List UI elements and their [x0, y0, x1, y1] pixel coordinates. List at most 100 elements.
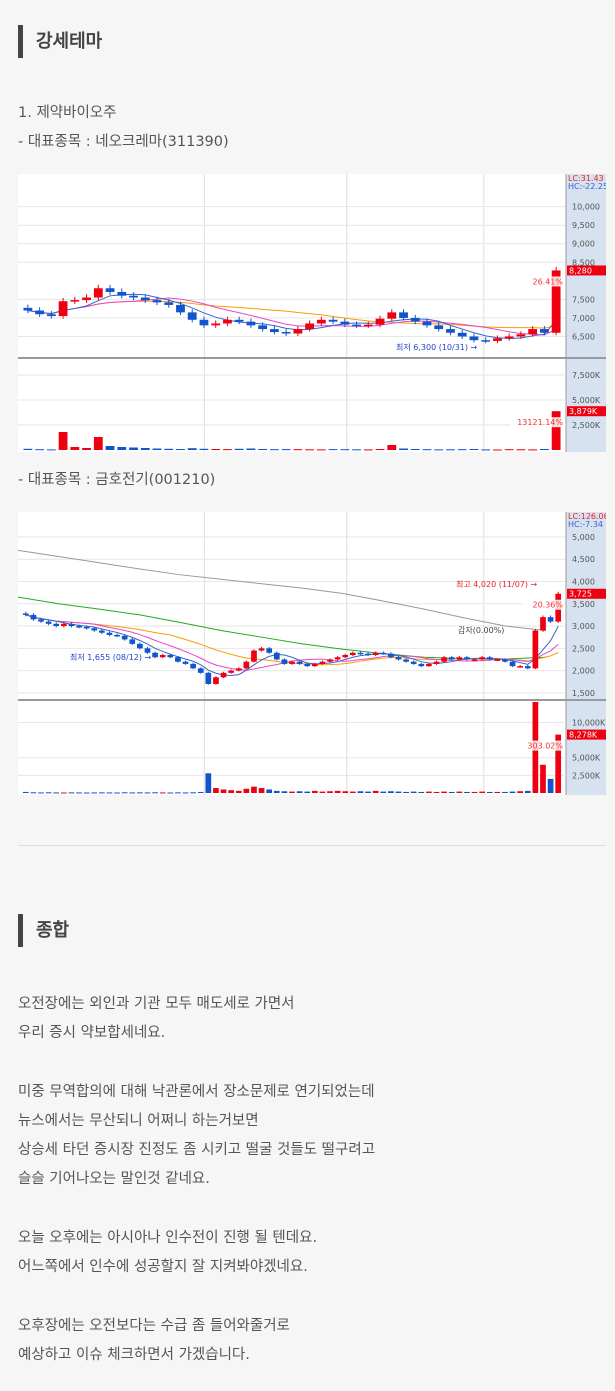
candle	[246, 321, 256, 326]
volume-bar	[91, 792, 98, 794]
high-annotation: 최고 4,020 (11/07) →	[456, 579, 538, 589]
ma10-line	[27, 297, 557, 336]
candle	[70, 300, 80, 302]
volume-bar	[70, 447, 80, 450]
volume-bar	[434, 449, 444, 451]
candle	[235, 668, 242, 671]
change-percent: 20.36%	[532, 601, 563, 610]
candle	[305, 323, 315, 330]
volume-note-bg	[510, 417, 564, 428]
volume-bar	[235, 790, 242, 793]
stock-chart-2: 5,000 4,500 4,000 3,500 3,000 2,500 2,000 1,500…	[18, 512, 606, 795]
lc-label: LC:126.06	[568, 512, 606, 521]
candle	[434, 325, 444, 330]
axis-panel	[566, 174, 606, 452]
volume-bar	[205, 773, 212, 793]
volume-bar	[182, 792, 189, 794]
candle	[22, 613, 29, 615]
volume-bar	[137, 792, 143, 794]
price-tick: 5,000	[572, 533, 595, 542]
candle	[46, 314, 56, 317]
candle	[289, 661, 295, 664]
candle	[114, 634, 120, 637]
change-percent: 26.41%	[532, 277, 563, 286]
ma5-line	[27, 293, 557, 339]
candle	[334, 657, 341, 660]
candle	[448, 657, 455, 660]
candle	[457, 332, 467, 337]
volume-tick: 10,000K	[572, 718, 606, 727]
volume-bar	[311, 790, 318, 793]
volume-bar	[258, 788, 265, 793]
volume-tick: 5,000K	[572, 396, 601, 405]
price-tick: 9,500	[572, 221, 595, 230]
candle	[486, 657, 493, 660]
volume-note: 13121.14%	[517, 418, 563, 427]
volume-bar	[540, 764, 546, 793]
volume-bar	[328, 449, 338, 451]
candle	[159, 655, 166, 658]
candle	[190, 663, 196, 669]
candle	[403, 659, 409, 662]
volume-bar	[481, 449, 491, 451]
candle	[296, 661, 303, 664]
candle	[164, 302, 174, 305]
volume-bar	[187, 448, 197, 450]
volume-bar	[93, 437, 103, 450]
volume-bar	[509, 791, 516, 793]
divider	[18, 845, 606, 846]
volume-tick: 7,500K	[572, 371, 601, 380]
volume-bar	[388, 791, 394, 793]
candle	[342, 655, 349, 658]
candle	[187, 312, 197, 320]
volume-bar	[372, 790, 379, 793]
candle	[479, 657, 485, 660]
price-tick: 7,500	[572, 295, 595, 304]
volume-bar	[457, 449, 467, 451]
candle	[182, 661, 189, 664]
candle	[23, 307, 33, 311]
volume-bar	[418, 791, 425, 793]
summary-line: 오늘 오후에는 아시아나 인수전이 진행 될 텐데요.	[18, 1230, 318, 1246]
candle	[293, 329, 303, 334]
candle	[551, 270, 561, 333]
volume-bar	[152, 448, 162, 450]
candle	[243, 661, 250, 669]
low-annotation: 최저 1,655 (08/12) →	[70, 652, 152, 662]
volume-bar	[246, 448, 256, 450]
volume-bar	[340, 449, 350, 451]
candle	[502, 659, 508, 662]
candle	[426, 663, 432, 667]
volume-bar	[243, 788, 250, 793]
candle	[387, 312, 397, 319]
candle	[58, 301, 68, 317]
candle	[53, 623, 60, 627]
volume-bar	[433, 791, 440, 793]
volume-bar	[494, 791, 501, 793]
volume-bar	[517, 791, 524, 793]
candle	[137, 643, 143, 649]
volume-bar	[190, 792, 196, 794]
candle	[68, 623, 75, 627]
ma-long-line	[18, 549, 547, 631]
volume-bar	[76, 792, 82, 794]
volume-bar	[464, 791, 470, 793]
candle	[494, 659, 501, 661]
candle	[220, 672, 227, 678]
volume-bar	[23, 448, 33, 450]
volume-bar	[403, 791, 409, 793]
candle	[372, 652, 379, 656]
candle	[446, 329, 455, 333]
candle	[319, 661, 326, 664]
change-percent-bg	[522, 599, 564, 610]
volume-bar	[387, 445, 397, 450]
volume-bar	[197, 791, 204, 793]
volume-bar	[304, 791, 311, 793]
candle	[340, 321, 350, 325]
candle	[82, 297, 91, 301]
candle	[532, 630, 539, 669]
volume-bar	[380, 791, 387, 793]
volume-bar	[426, 791, 432, 793]
mark-annotation: 갑자(0.00%)	[458, 625, 504, 635]
candle	[540, 617, 546, 631]
